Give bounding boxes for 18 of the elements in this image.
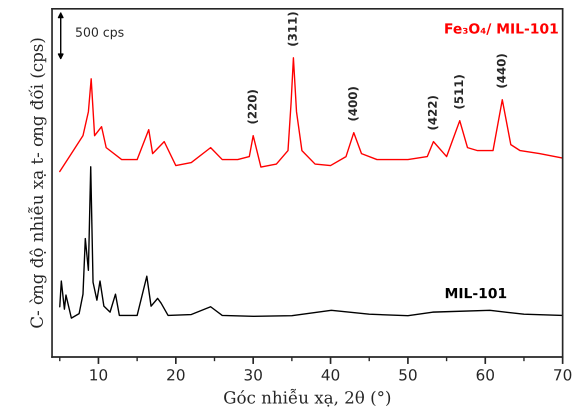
annotation: (220) [247,90,258,124]
x-tick-label: 10 [90,369,108,381]
x-axis-title: Góc nhiễu xạ, 2θ (°) [224,388,390,407]
annotation: (311) [288,12,298,46]
annotation: (511) [454,75,465,109]
x-tick-label: 60 [476,369,494,381]
series-label: MIL-101 [446,288,506,298]
y-axis-title: C- ờng độ nhiễu xạ t- ơng đối (cps) [28,38,46,328]
text: Fe₃O₄/ MIL-101 [445,23,558,35]
x-tick-label: 40 [322,369,340,381]
x-tick-label: 20 [167,369,185,381]
x-tick-label: 30 [244,369,262,381]
x-tick-label: 50 [399,369,417,381]
x-tick-label: 70 [554,369,572,381]
annotation: (440) [496,54,508,88]
text: 500 cps [76,27,124,40]
annotation: (400) [348,87,359,121]
annotation: (422) [428,96,438,130]
